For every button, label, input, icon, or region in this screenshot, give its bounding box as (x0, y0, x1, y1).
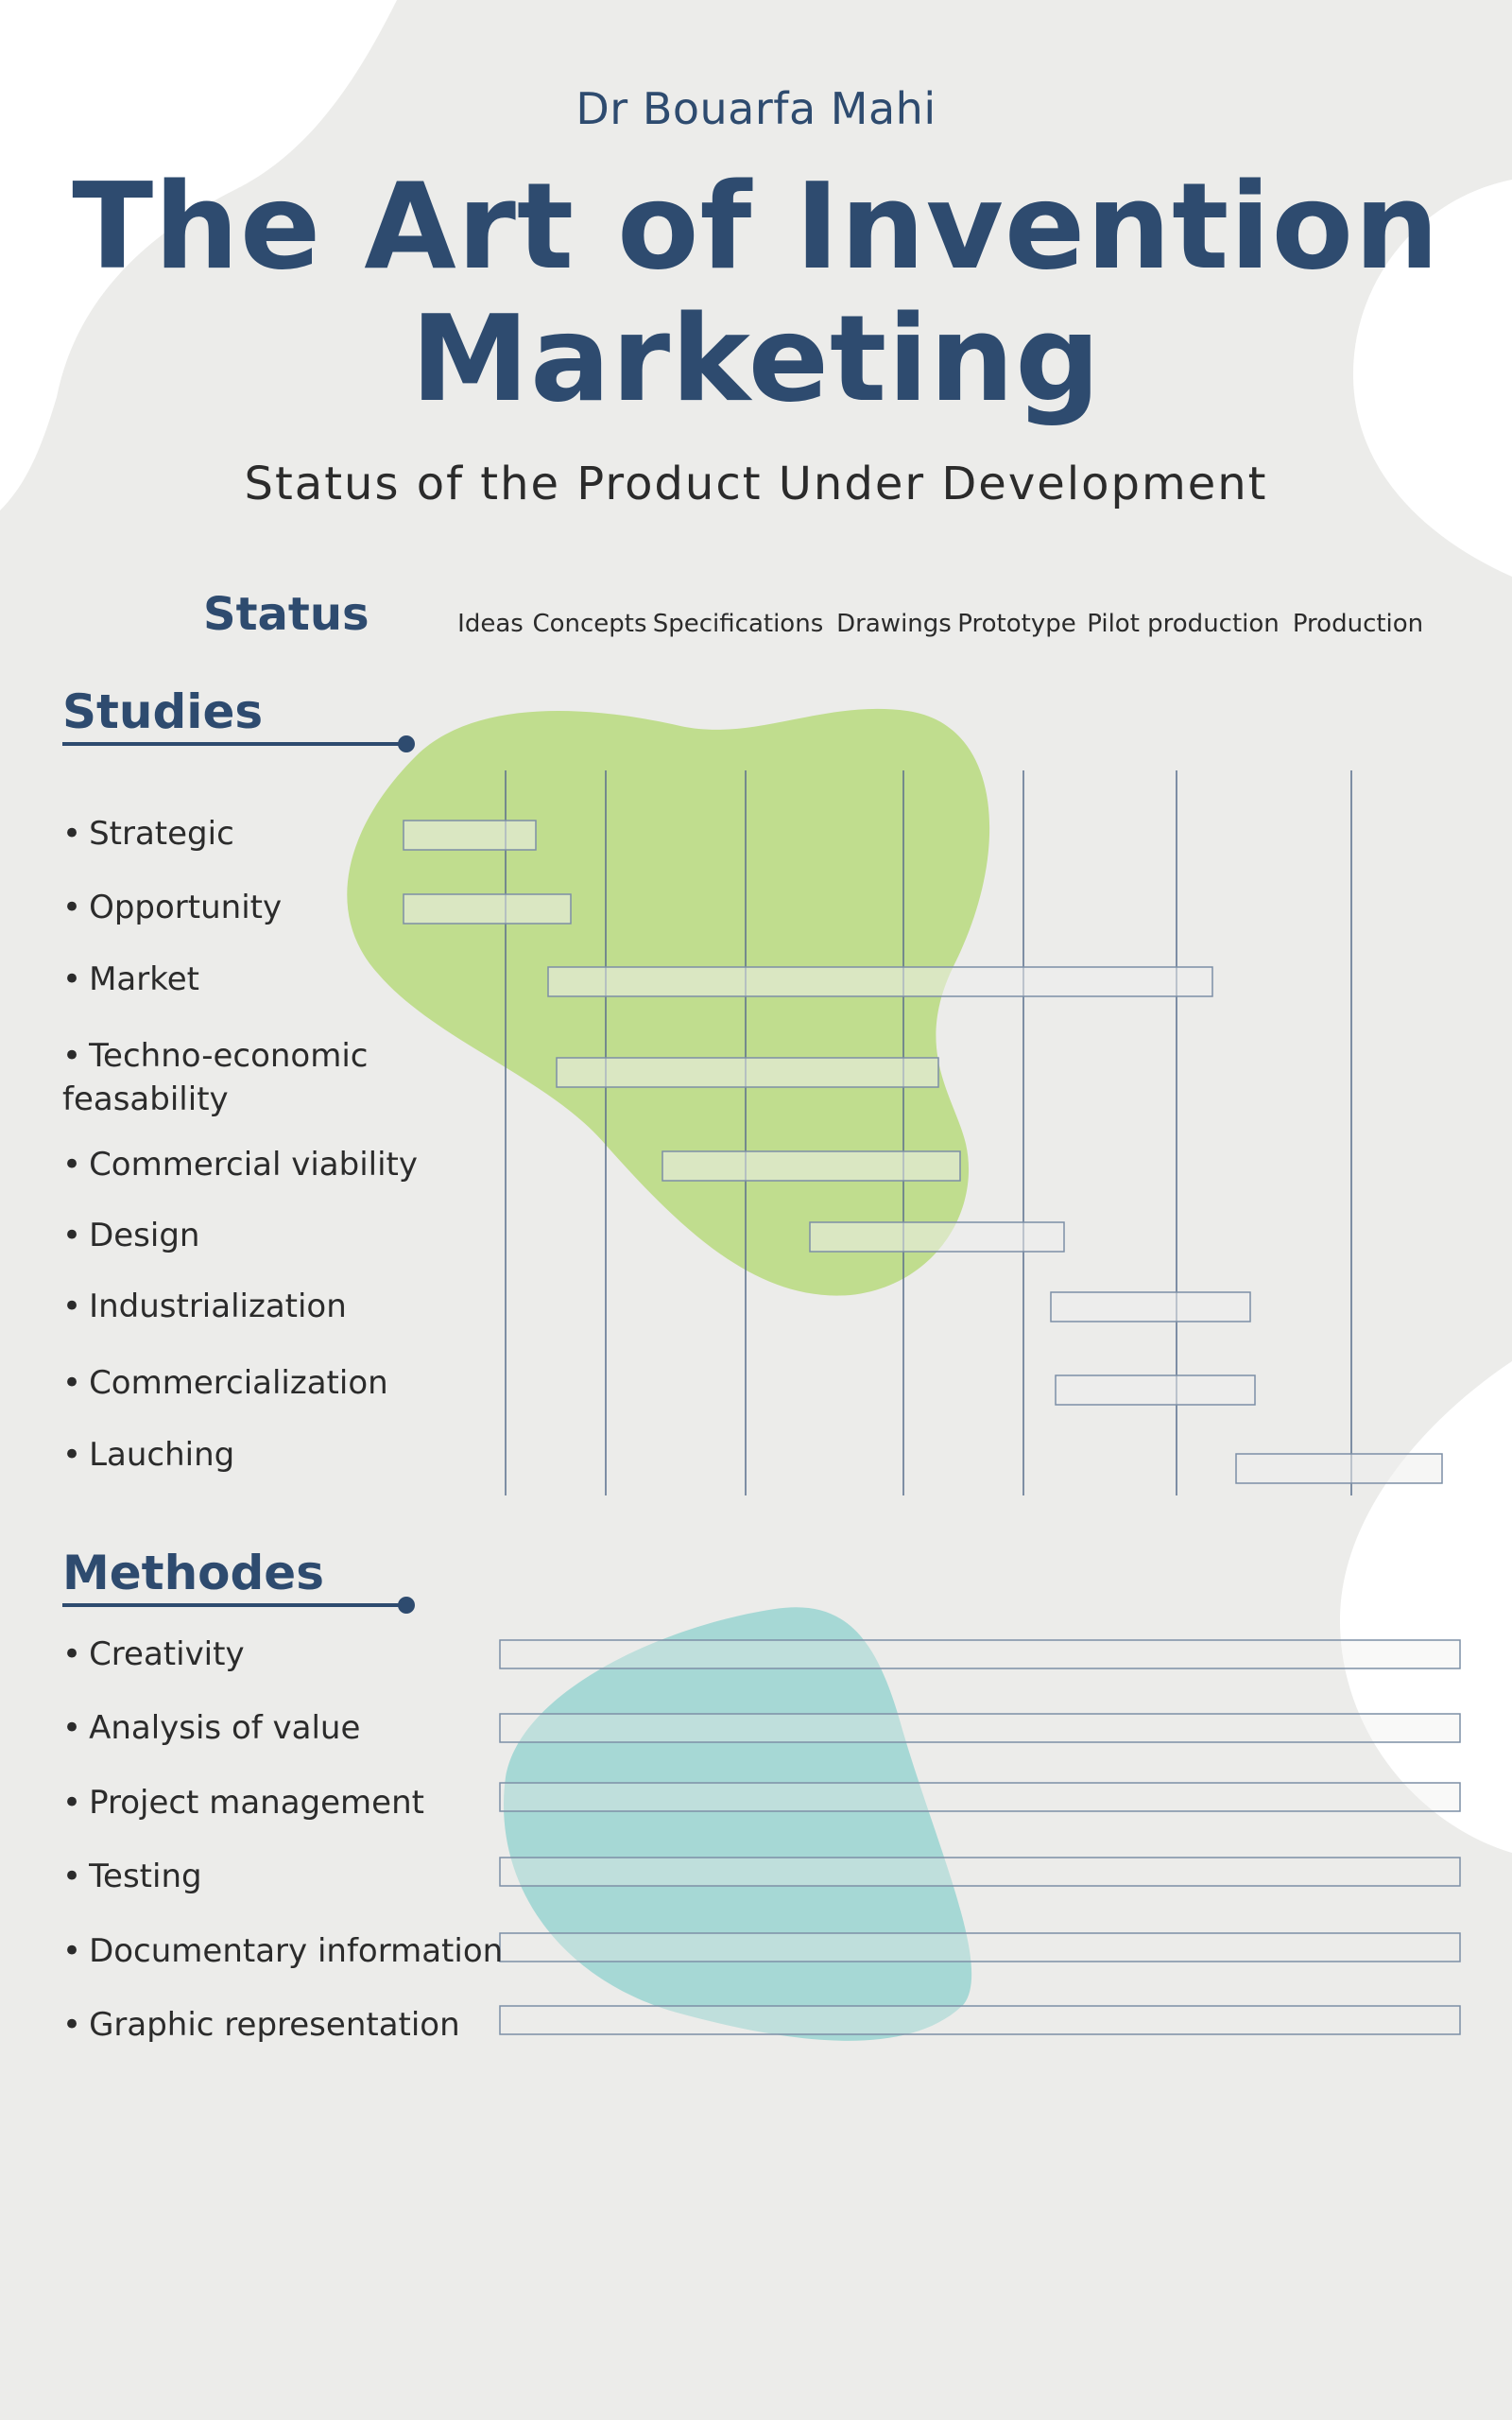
study-bar (556, 1057, 939, 1088)
method-item: • Documentary information (62, 1932, 504, 1970)
method-bar (499, 1713, 1461, 1743)
studies-heading: Studies (62, 684, 264, 739)
study-bar (403, 893, 572, 925)
teal-blob (503, 1607, 972, 2041)
status-column-label: Ideas (457, 610, 524, 638)
author-name: Dr Bouarfa Mahi (576, 83, 936, 134)
study-item-label: Industrialization (89, 1288, 347, 1325)
study-item-label: Techno-economic feasability (62, 1037, 369, 1118)
study-item: • Market (62, 960, 199, 998)
white-corner-shape-top-right (1352, 180, 1512, 577)
method-item-label: Analysis of value (89, 1709, 361, 1747)
method-bar (499, 1857, 1461, 1887)
method-item-label: Graphic representation (89, 2006, 460, 2044)
method-item: • Analysis of value (62, 1709, 361, 1747)
study-item: • Industrialization (62, 1288, 347, 1325)
study-item-label: Design (89, 1217, 200, 1254)
status-column-label: Specifications (652, 610, 824, 638)
study-bar (809, 1221, 1065, 1253)
study-item: • Techno-economic feasability (62, 1037, 369, 1118)
method-item-label: Creativity (89, 1635, 245, 1673)
study-item-label: Commercial viability (89, 1146, 418, 1184)
study-item: • Design (62, 1217, 200, 1254)
study-item-label: Strategic (89, 815, 234, 853)
divider-dot (398, 1597, 415, 1614)
study-bar (403, 820, 537, 851)
method-bar (499, 2005, 1461, 2035)
status-column-label: Prototype (957, 610, 1076, 638)
study-item: • Lauching (62, 1436, 235, 1474)
study-bar (1055, 1374, 1256, 1406)
page-subtitle: Status of the Product Under Development (244, 458, 1268, 510)
study-item-label: Lauching (89, 1436, 235, 1474)
method-item-label: Documentary information (89, 1932, 504, 1970)
method-bar (499, 1639, 1461, 1669)
divider-dot (398, 735, 415, 752)
study-bar (662, 1150, 961, 1182)
method-item-label: Testing (89, 1858, 202, 1895)
method-item: • Testing (62, 1858, 202, 1895)
status-column-label: Drawings (836, 610, 952, 638)
white-corner-shape-right (1339, 1361, 1512, 1853)
status-column-label: Concepts (532, 610, 647, 638)
study-item: • Opportunity (62, 889, 283, 926)
method-bar (499, 1782, 1461, 1812)
study-bar (1235, 1453, 1443, 1484)
method-item: • Project management (62, 1784, 424, 1822)
methodes-heading: Methodes (62, 1546, 324, 1600)
method-item-label: Project management (89, 1784, 424, 1822)
status-column-label: Pilot production (1087, 610, 1280, 638)
status-column-label: Production (1292, 610, 1424, 638)
green-blob (347, 708, 990, 1296)
study-item: • Strategic (62, 815, 234, 853)
study-item-label: Market (89, 960, 199, 998)
white-corner-shape-top-left (0, 0, 397, 510)
method-bar (499, 1932, 1461, 1962)
page-title: The Art of Invention Marketing (72, 157, 1440, 428)
study-item-label: Commercialization (89, 1364, 388, 1402)
method-item: • Graphic representation (62, 2006, 460, 2044)
status-heading: Status (203, 588, 369, 641)
study-item: • Commercialization (62, 1364, 388, 1402)
study-bar (1050, 1291, 1251, 1322)
method-item: • Creativity (62, 1635, 245, 1673)
study-item: • Commercial viability (62, 1146, 418, 1184)
study-bar (547, 966, 1213, 997)
study-item-label: Opportunity (89, 889, 283, 926)
